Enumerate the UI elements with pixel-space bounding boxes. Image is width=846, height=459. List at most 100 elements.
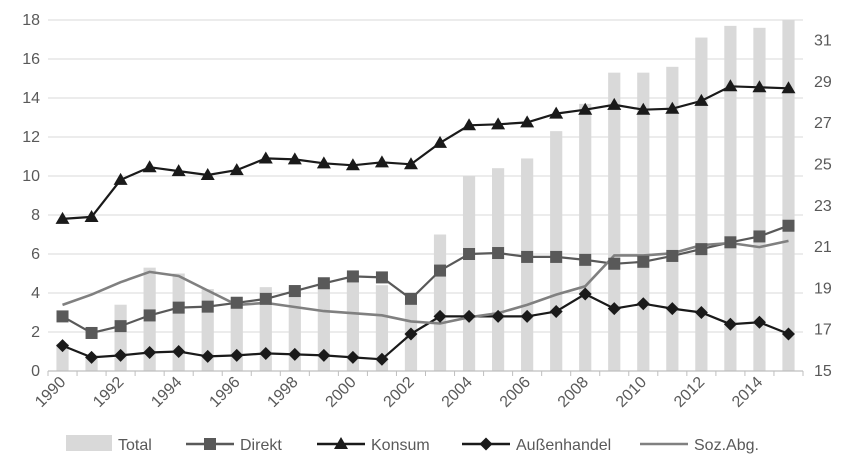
marker-triangle xyxy=(287,152,302,165)
marker-triangle xyxy=(752,80,767,93)
bar-total xyxy=(782,20,795,371)
marker-square xyxy=(114,320,127,333)
marker-triangle xyxy=(84,209,99,222)
legend-label: Direkt xyxy=(240,437,282,454)
bar-total xyxy=(637,72,650,372)
y-left-tick-label: 10 xyxy=(22,168,40,185)
y-right-tick-label: 31 xyxy=(814,33,832,50)
y-left-tick-label: 4 xyxy=(31,285,40,302)
x-tick-label: 2000 xyxy=(323,374,360,411)
legend-label: Soz.Abg. xyxy=(694,437,759,454)
legend-label: Konsum xyxy=(371,437,430,454)
marker-diamond xyxy=(462,309,476,323)
x-tick-label: 1998 xyxy=(264,374,301,411)
bar-total xyxy=(56,343,69,371)
bar-total xyxy=(346,277,360,371)
marker-diamond xyxy=(520,309,534,323)
bar-total xyxy=(521,158,534,371)
marker-diamond xyxy=(375,352,389,366)
bar-total xyxy=(753,27,766,372)
marker-square xyxy=(346,270,359,283)
marker-diamond xyxy=(607,302,621,316)
marker-diamond xyxy=(479,437,493,451)
marker-square xyxy=(753,230,766,243)
marker-triangle xyxy=(142,160,157,173)
marker-triangle xyxy=(607,97,622,110)
marker-square xyxy=(259,292,272,305)
marker-triangle xyxy=(171,164,186,177)
marker-square xyxy=(317,277,330,290)
marker-diamond xyxy=(549,305,563,319)
marker-triangle xyxy=(636,102,651,115)
marker-square xyxy=(521,250,534,263)
x-tick-label: 2008 xyxy=(555,374,592,411)
y-right-tick-label: 15 xyxy=(814,363,832,380)
legend: Total Direkt Konsum Außenhandel Soz.Abg. xyxy=(66,435,759,454)
x-tick-label: 2012 xyxy=(671,374,708,411)
marker-square xyxy=(204,438,216,450)
marker-triangle xyxy=(694,93,709,106)
bar-total xyxy=(491,168,505,371)
marker-triangle xyxy=(578,102,593,115)
marker-square xyxy=(230,296,243,309)
x-tick-label: 2010 xyxy=(613,374,650,411)
y-right-tick-label: 17 xyxy=(814,322,832,339)
y-right-tick-label: 29 xyxy=(814,74,832,91)
marker-triangle xyxy=(781,81,796,94)
marker-triangle xyxy=(723,79,738,92)
bar-total xyxy=(608,72,621,372)
marker-square xyxy=(375,271,388,284)
marker-square xyxy=(492,247,505,260)
marker-diamond xyxy=(317,348,331,362)
marker-square xyxy=(288,285,301,298)
marker-square xyxy=(550,250,563,263)
marker-diamond xyxy=(636,297,650,311)
x-tick-label: 1992 xyxy=(90,374,127,411)
marker-square xyxy=(782,219,795,232)
bar-total xyxy=(695,37,708,372)
y-right-tick-label: 21 xyxy=(814,239,832,256)
x-tick-label: 1994 xyxy=(148,374,185,411)
marker-diamond xyxy=(288,347,302,361)
bar-total xyxy=(375,285,389,371)
marker-diamond xyxy=(346,350,360,364)
y-right-tick-label: 27 xyxy=(814,115,832,132)
line-au-enhandel xyxy=(62,292,789,361)
x-tick-label: 2002 xyxy=(381,374,418,411)
marker-square xyxy=(434,264,447,277)
y-axis-right: 15 17 19 21 23 25 27 29 31 xyxy=(814,33,832,380)
bar-total xyxy=(433,234,447,371)
series-markers xyxy=(55,79,796,366)
x-axis: 1990 1992 1994 1996 1998 2000 2002 2004 2006 2008… xyxy=(32,370,804,411)
y-left-tick-label: 8 xyxy=(31,207,40,224)
marker-square xyxy=(666,249,679,262)
marker-square xyxy=(56,310,69,323)
marker-diamond xyxy=(230,348,244,362)
marker-square xyxy=(608,257,621,270)
marker-triangle xyxy=(345,158,360,171)
marker-triangle xyxy=(665,101,680,114)
y-right-tick-label: 23 xyxy=(814,198,832,215)
y-left-tick-label: 14 xyxy=(22,90,40,107)
marker-square xyxy=(579,253,592,266)
marker-triangle xyxy=(229,163,244,176)
marker-triangle xyxy=(520,115,535,128)
marker-triangle xyxy=(334,437,348,449)
marker-square xyxy=(463,248,476,260)
x-tick-label: 2014 xyxy=(729,374,766,411)
marker-diamond xyxy=(723,317,737,331)
marker-diamond xyxy=(259,346,273,360)
marker-diamond xyxy=(491,309,505,323)
marker-square xyxy=(695,243,708,256)
marker-triangle xyxy=(403,157,418,170)
marker-square xyxy=(85,326,98,339)
bar-total xyxy=(172,273,185,371)
y-left-tick-label: 12 xyxy=(22,129,40,146)
y-left-tick-label: 0 xyxy=(31,363,40,380)
y-left-tick-label: 6 xyxy=(31,246,40,263)
y-right-tick-label: 19 xyxy=(814,280,832,297)
y-left-tick-label: 16 xyxy=(22,51,40,68)
legend-label: Außenhandel xyxy=(516,437,611,454)
marker-diamond xyxy=(201,349,215,363)
